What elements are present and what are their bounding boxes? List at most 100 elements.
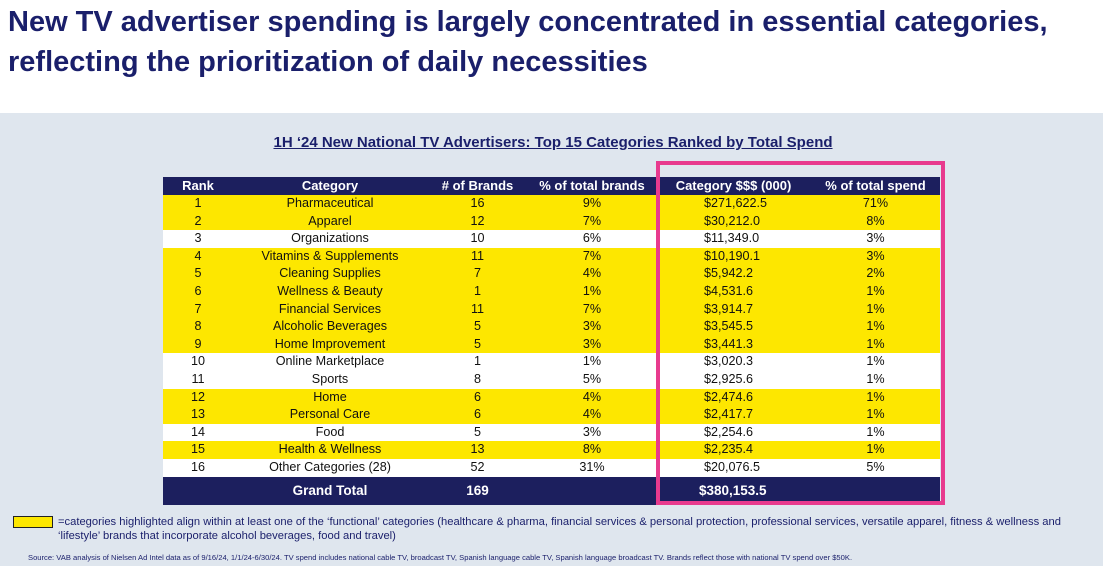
pct-spend-cell: 1% — [811, 300, 940, 319]
grand-total-row: Grand Total 169 $380,153.5 — [163, 476, 940, 505]
pct-spend-cell: 3% — [811, 247, 940, 266]
total-pct-brands-cell — [528, 476, 656, 505]
table-row: 11 Sports 8 5% $2,925.6 1% — [163, 370, 940, 389]
rank-cell: 1 — [163, 195, 233, 213]
header-rank: Rank — [163, 177, 233, 195]
pct-brands-cell: 4% — [528, 265, 656, 283]
source-note: Source: VAB analysis of Nielsen Ad Intel… — [28, 553, 853, 562]
pct-spend-cell: 1% — [811, 370, 940, 389]
brands-cell: 1 — [427, 353, 528, 371]
pct-brands-cell: 31% — [528, 458, 656, 477]
brands-cell: 1 — [427, 282, 528, 301]
total-label: Grand Total — [233, 476, 427, 505]
brands-cell: 10 — [427, 230, 528, 248]
header-brands: # of Brands — [427, 177, 528, 195]
category-cell: Wellness & Beauty — [233, 282, 427, 301]
category-cell: Organizations — [233, 230, 427, 248]
pct-spend-cell: 3% — [811, 230, 940, 248]
dollars-cell: $20,076.5 — [656, 458, 811, 477]
pct-spend-cell: 71% — [811, 195, 940, 213]
brands-cell: 5 — [427, 335, 528, 354]
total-dollars: $380,153.5 — [656, 476, 811, 505]
pct-brands-cell: 3% — [528, 318, 656, 336]
table-row: 2 Apparel 12 7% $30,212.0 8% — [163, 212, 940, 231]
table-row: 12 Home 6 4% $2,474.6 1% — [163, 388, 940, 407]
dollars-cell: $30,212.0 — [656, 212, 811, 231]
rank-cell: 6 — [163, 282, 233, 301]
pct-brands-cell: 1% — [528, 353, 656, 371]
table-row: 8 Alcoholic Beverages 5 3% $3,545.5 1% — [163, 318, 940, 336]
rank-cell: 4 — [163, 247, 233, 266]
brands-cell: 8 — [427, 370, 528, 389]
rank-cell: 2 — [163, 212, 233, 231]
category-cell: Sports — [233, 370, 427, 389]
pct-spend-cell: 1% — [811, 388, 940, 407]
pct-brands-cell: 5% — [528, 370, 656, 389]
brands-cell: 52 — [427, 458, 528, 477]
table-row: 6 Wellness & Beauty 1 1% $4,531.6 1% — [163, 282, 940, 301]
pct-brands-cell: 4% — [528, 406, 656, 424]
dollars-cell: $5,942.2 — [656, 265, 811, 283]
table-row: 9 Home Improvement 5 3% $3,441.3 1% — [163, 335, 940, 354]
category-cell: Pharmaceutical — [233, 195, 427, 213]
page-headline: New TV advertiser spending is largely co… — [8, 6, 1048, 78]
brands-cell: 12 — [427, 212, 528, 231]
category-cell: Home Improvement — [233, 335, 427, 354]
dollars-cell: $2,235.4 — [656, 441, 811, 459]
table-row: 5 Cleaning Supplies 7 4% $5,942.2 2% — [163, 265, 940, 283]
pct-spend-cell: 2% — [811, 265, 940, 283]
pct-brands-cell: 7% — [528, 247, 656, 266]
pct-spend-cell: 8% — [811, 212, 940, 231]
rank-cell: 13 — [163, 406, 233, 424]
dollars-cell: $2,925.6 — [656, 370, 811, 389]
table-row: 15 Health & Wellness 13 8% $2,235.4 1% — [163, 441, 940, 459]
dollars-cell: $3,020.3 — [656, 353, 811, 371]
brands-cell: 13 — [427, 441, 528, 459]
brands-cell: 7 — [427, 265, 528, 283]
rank-cell: 12 — [163, 388, 233, 407]
table-row: 1 Pharmaceutical 16 9% $271,622.5 71% — [163, 195, 940, 213]
pct-spend-cell: 1% — [811, 335, 940, 354]
table-title: 1H ‘24 New National TV Advertisers: Top … — [273, 134, 833, 151]
pct-spend-cell: 1% — [811, 406, 940, 424]
pct-brands-cell: 8% — [528, 441, 656, 459]
rank-cell: 8 — [163, 318, 233, 336]
dollars-cell: $2,474.6 — [656, 388, 811, 407]
dollars-cell: $2,417.7 — [656, 406, 811, 424]
dollars-cell: $3,441.3 — [656, 335, 811, 354]
rank-cell: 9 — [163, 335, 233, 354]
dollars-cell: $11,349.0 — [656, 230, 811, 248]
header-pct-brands: % of total brands — [528, 177, 656, 195]
pct-spend-cell: 1% — [811, 282, 940, 301]
rank-cell: 10 — [163, 353, 233, 371]
category-cell: Cleaning Supplies — [233, 265, 427, 283]
category-cell: Alcoholic Beverages — [233, 318, 427, 336]
table-header-row: Rank Category # of Brands % of total bra… — [163, 177, 940, 195]
legend-swatch-yellow — [13, 516, 53, 528]
pct-brands-cell: 3% — [528, 423, 656, 442]
brands-cell: 5 — [427, 318, 528, 336]
dollars-cell: $10,190.1 — [656, 247, 811, 266]
category-cell: Personal Care — [233, 406, 427, 424]
category-cell: Health & Wellness — [233, 441, 427, 459]
category-spend-table: Rank Category # of Brands % of total bra… — [163, 177, 940, 505]
total-brands: 169 — [427, 476, 528, 505]
rank-cell: 16 — [163, 458, 233, 477]
brands-cell: 6 — [427, 388, 528, 407]
rank-cell: 3 — [163, 230, 233, 248]
brands-cell: 11 — [427, 300, 528, 319]
pct-brands-cell: 4% — [528, 388, 656, 407]
table-row: 4 Vitamins & Supplements 11 7% $10,190.1 3% — [163, 247, 940, 266]
dollars-cell: $2,254.6 — [656, 423, 811, 442]
table-row: 13 Personal Care 6 4% $2,417.7 1% — [163, 406, 940, 424]
pct-spend-cell: 1% — [811, 441, 940, 459]
category-cell: Vitamins & Supplements — [233, 247, 427, 266]
rank-cell: 15 — [163, 441, 233, 459]
category-cell: Online Marketplace — [233, 353, 427, 371]
pct-spend-cell: 1% — [811, 353, 940, 371]
category-cell: Other Categories (28) — [233, 458, 427, 477]
rank-cell: 11 — [163, 370, 233, 389]
pct-brands-cell: 6% — [528, 230, 656, 248]
category-cell: Financial Services — [233, 300, 427, 319]
category-cell: Home — [233, 388, 427, 407]
